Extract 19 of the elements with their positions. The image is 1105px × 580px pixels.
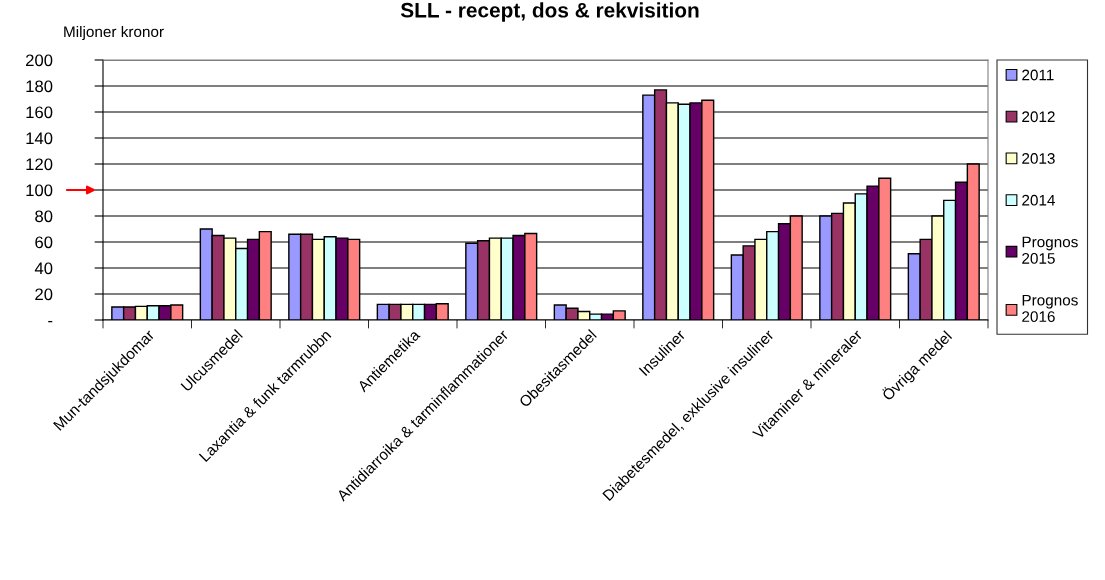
y-tick-label: 160 — [26, 106, 53, 119]
y-tick-label: 20 — [35, 288, 53, 301]
legend-label: 2011 — [1022, 69, 1054, 81]
y-tick-label: 120 — [26, 158, 53, 171]
y-tick-label: 40 — [34, 262, 53, 275]
y-tick-label: 200 — [26, 54, 53, 67]
y-tick-label: 180 — [26, 80, 53, 93]
y-axis-title: Miljoner kronor — [64, 25, 164, 41]
y-tick-label: 100 — [26, 184, 53, 197]
legend-label: 2014 — [1022, 194, 1055, 206]
y-tick-label: 80 — [35, 210, 53, 223]
legend-label: Prognos 2015 — [1022, 236, 1078, 264]
y-tick-label: - — [48, 320, 53, 323]
y-tick-label: 60 — [35, 236, 53, 249]
y-tick-label: 140 — [26, 132, 53, 145]
legend-label: 2013 — [1022, 153, 1055, 164]
legend-label: 2012 — [1022, 111, 1055, 123]
chart-title: SLL - recept, dos & rekvisition — [400, 2, 699, 22]
legend-label: Prognos 2016 — [1022, 294, 1078, 323]
